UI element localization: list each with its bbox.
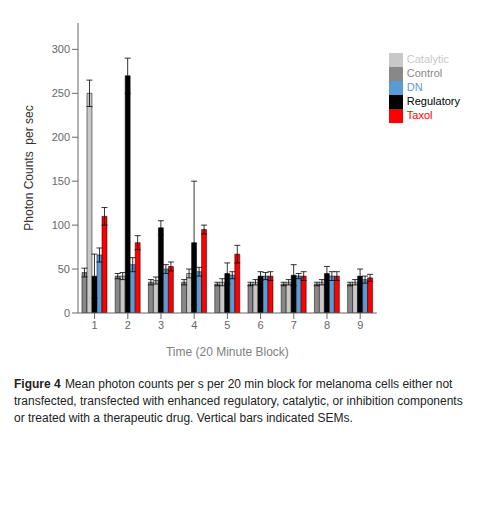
html-text:Control: Control [406,67,443,80]
svg-text:5: 5 [224,319,230,331]
html-text:Catalytic: Catalytic [406,53,449,65]
html-text:Taxol: Taxol [406,109,433,122]
svg-text:150: 150 [52,175,70,187]
svg-text:1: 1 [92,319,98,331]
svg-text:2: 2 [125,319,131,331]
svg-text:8: 8 [324,319,330,331]
svg-text:Time (20 Minute Block): Time (20 Minute Block) [166,345,289,359]
svg-text:9: 9 [357,319,363,331]
svg-text:50: 50 [58,263,70,275]
svg-text:Photon Counts per sec: Photon Counts per sec [22,105,36,230]
svg-text:250: 250 [52,87,70,99]
html-text:Figure 4 Mean photon counts pe: Figure 4 Mean photon counts per s per 20… [14,377,463,425]
svg-text:200: 200 [52,131,70,143]
svg-text:6: 6 [258,319,264,331]
html-text:DN: DN [406,81,423,94]
svg-text:0: 0 [64,307,70,319]
svg-text:3: 3 [158,319,164,331]
svg-text:7: 7 [291,319,297,331]
html-text:Regulatory: Regulatory [406,95,460,108]
svg-text:100: 100 [52,219,70,231]
svg-text:300: 300 [52,43,70,55]
svg-text:4: 4 [191,319,197,331]
